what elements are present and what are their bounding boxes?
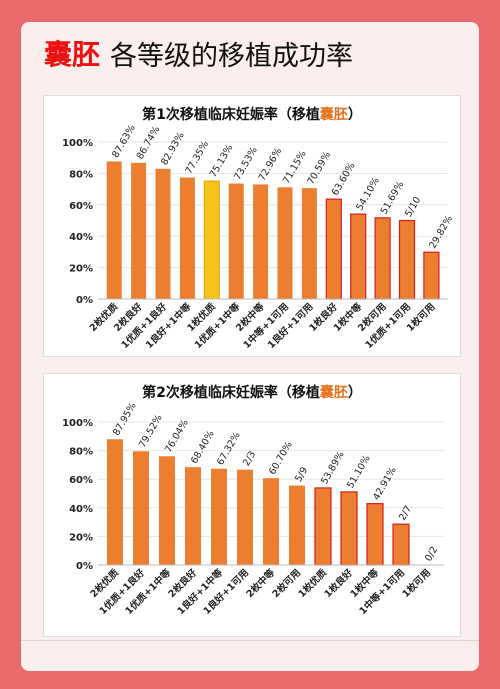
data-label: 72.96% — [257, 146, 285, 183]
bar — [398, 219, 416, 300]
bar — [374, 217, 391, 300]
bar — [211, 468, 227, 565]
bar — [253, 184, 269, 299]
bar — [301, 188, 317, 299]
y-tick-label: 100% — [62, 138, 93, 149]
bar — [179, 177, 195, 299]
data-label: 60.70% — [267, 440, 295, 477]
data-label: 2/7 — [397, 504, 414, 523]
data-label: 87.63% — [110, 123, 138, 160]
bar — [423, 251, 440, 300]
bar — [392, 523, 410, 566]
data-label: 71.15% — [281, 149, 309, 186]
bar — [228, 183, 244, 299]
bar — [263, 478, 279, 565]
bar — [340, 491, 358, 566]
chart-1-plot: 100%80%60%40%20%0%87.63%2枚优质86.74%2枚良好82… — [62, 123, 455, 351]
chart-panel-1: 第1次移植临床妊娠率（移植囊胚） 100% 80% 60% 40% 20% 0% 87.63… — [43, 95, 461, 357]
bar — [325, 198, 342, 300]
bar — [289, 485, 305, 565]
bar — [106, 161, 122, 299]
data-label: 73.53% — [232, 145, 260, 182]
data-label: 53.89% — [319, 450, 347, 487]
data-label: 86.74% — [135, 124, 163, 161]
chart-2-title: 第2次移植临床妊娠率（移植囊胚） — [142, 385, 362, 401]
data-label: 75.13% — [208, 143, 236, 180]
bar — [155, 168, 171, 299]
y-tick-label: 80% — [69, 169, 93, 180]
bar — [350, 213, 367, 300]
bar — [314, 487, 332, 566]
bar — [131, 162, 147, 299]
data-label: 82.93% — [159, 130, 187, 167]
header-highlight: 囊胚 — [44, 38, 101, 71]
bar — [107, 439, 123, 565]
y-tick-label: 0% — [76, 561, 93, 572]
data-label: 54.10% — [354, 176, 382, 213]
bar — [277, 187, 293, 299]
data-label: 51.69% — [379, 179, 407, 216]
y-tick-label: 20% — [69, 264, 93, 275]
data-label: 5/10 — [403, 195, 423, 219]
y-tick-label: 20% — [69, 532, 93, 543]
y-tick-label: 60% — [69, 475, 93, 486]
y-tick-label: 0% — [76, 295, 93, 306]
page-header: 囊胚 各等级的移植成功率 — [44, 30, 462, 76]
data-label: 70.59% — [305, 150, 333, 187]
data-label: 5/9 — [293, 465, 310, 484]
bar — [366, 503, 384, 566]
data-label: 67.32% — [215, 430, 243, 467]
bar — [203, 180, 220, 300]
data-label: 2/3 — [241, 449, 258, 468]
data-label: 87.95% — [111, 401, 139, 438]
y-tick-label: 80% — [69, 447, 93, 458]
y-tick-label: 60% — [69, 201, 93, 212]
data-label: 29.82% — [427, 214, 455, 251]
data-label: 42.91% — [371, 465, 399, 502]
header-title: 各等级的移植成功率 — [110, 40, 354, 72]
category-label: 1枚可用 — [400, 567, 433, 600]
y-tick-label: 40% — [69, 504, 93, 515]
data-label: 68.40% — [189, 429, 217, 466]
data-label: 79.52% — [137, 413, 165, 450]
chart-1-title: 第1次移植临床妊娠率（移植囊胚） — [142, 107, 362, 123]
bar — [185, 467, 201, 565]
y-tick-label: 100% — [62, 418, 93, 429]
data-label: 63.60% — [330, 161, 358, 198]
chart-2-plot: 100%80%60%40%20%0%87.95%2枚优质79.52%1优质+1良… — [62, 401, 444, 617]
bar — [133, 451, 149, 565]
data-label: 51.10% — [345, 454, 373, 491]
card-footer — [21, 640, 479, 671]
bar — [237, 469, 253, 565]
y-tick-label: 40% — [69, 232, 93, 243]
data-label: 0/2 — [423, 545, 440, 564]
bar — [159, 456, 175, 565]
chart-panel-2: 第2次移植临床妊娠率（移植囊胚） 100% 80% 60% 40% 20% 0% 87.95… — [43, 373, 461, 637]
data-label: 77.35% — [183, 139, 211, 176]
data-label: 76.04% — [163, 418, 191, 455]
